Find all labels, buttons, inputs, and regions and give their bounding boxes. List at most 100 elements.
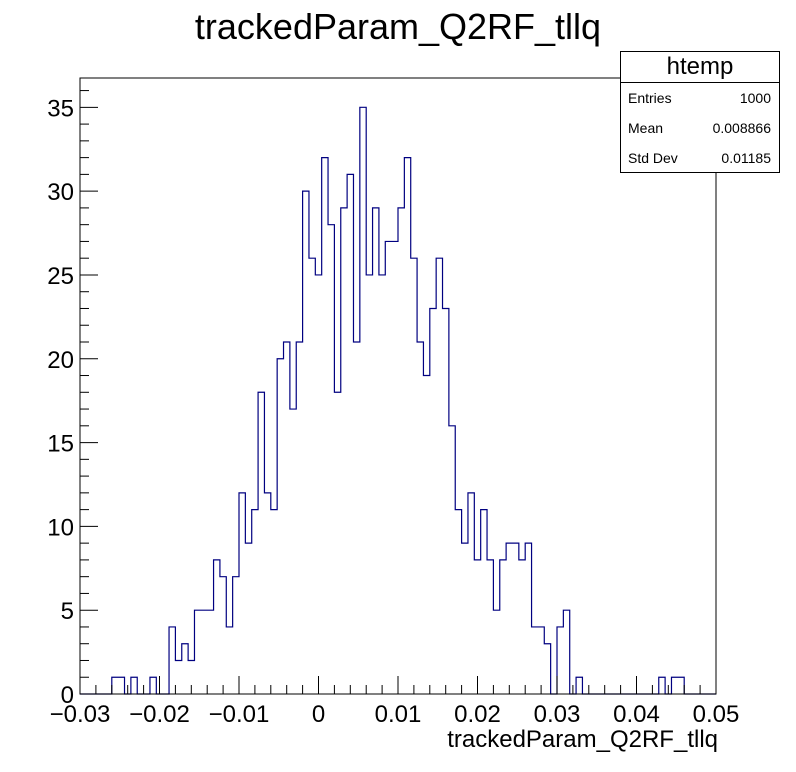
x-tick-label: −0.03 [50, 701, 111, 728]
histogram-bin [277, 359, 283, 694]
histogram-bin [659, 677, 665, 694]
histogram-bin [296, 342, 302, 694]
histogram-bin [436, 258, 442, 694]
histogram-bin [360, 107, 366, 694]
histogram-bin [398, 208, 404, 694]
histogram-bin [411, 258, 417, 694]
stats-row-std-dev: Std Dev 0.01185 [621, 143, 779, 173]
histogram-bin [538, 627, 544, 694]
y-tick-label: 15 [47, 431, 74, 458]
histogram-layer [80, 106, 716, 695]
histogram-bin [678, 677, 684, 694]
histogram-bin [506, 543, 512, 694]
histogram-bin [379, 275, 385, 694]
chart-title: trackedParam_Q2RF_tllq [194, 6, 602, 47]
histogram-bin [334, 392, 340, 694]
y-tick-label: 20 [47, 347, 74, 374]
stats-label: Mean [628, 120, 664, 136]
x-tick-label: 0.03 [534, 701, 581, 728]
histogram-bin [455, 510, 461, 694]
histogram-bin [430, 308, 436, 694]
histogram-bin [474, 560, 480, 694]
histogram-bin [118, 677, 124, 694]
stats-box-title: htemp [621, 52, 779, 83]
stats-row-entries: Entries 1000 [621, 83, 779, 113]
histogram-bin [214, 560, 220, 694]
stats-value: 0.01185 [721, 150, 771, 166]
histogram-bin [175, 660, 181, 694]
histogram-bin [544, 644, 550, 694]
histogram-bin [385, 241, 391, 694]
y-tick-label: 30 [47, 179, 74, 206]
histogram-bin [271, 510, 277, 694]
y-tick-label: 35 [47, 95, 74, 122]
histogram-bin [468, 493, 474, 694]
histogram-bin [220, 577, 226, 694]
histogram-bin [392, 241, 398, 694]
histogram-bin [417, 342, 423, 694]
histogram-bin [462, 543, 468, 694]
histogram-bin [207, 610, 213, 694]
stats-box: htemp Entries 1000 Mean 0.008866 Std Dev… [620, 51, 780, 173]
stats-label: Entries [628, 90, 672, 106]
x-tick-label: 0.02 [454, 701, 501, 728]
histogram-bin [194, 610, 200, 694]
histogram-bin [443, 308, 449, 694]
histogram-bin [226, 627, 232, 694]
histogram-bin [131, 677, 137, 694]
y-tick-label: 0 [61, 682, 74, 709]
x-tick-label: 0 [312, 701, 325, 728]
histogram-bin [315, 275, 321, 694]
histogram-bin [353, 342, 359, 694]
histogram-bin [519, 560, 525, 694]
histogram-bin [373, 208, 379, 694]
stats-label: Std Dev [628, 150, 678, 166]
histogram-bin [290, 409, 296, 694]
histogram-bin [258, 392, 264, 694]
histogram-bin [303, 191, 309, 694]
histogram-bin [487, 560, 493, 694]
histogram-bin [366, 275, 372, 694]
histogram-bin [264, 493, 270, 694]
histogram-bin [239, 493, 245, 694]
histogram-bin [449, 426, 455, 694]
histogram-bin [563, 610, 569, 694]
histogram-bin [671, 677, 677, 694]
histogram-bin [245, 543, 251, 694]
y-tick-label: 5 [61, 598, 74, 625]
histogram-bin [309, 258, 315, 694]
histogram-bin [169, 627, 175, 694]
x-tick-label: −0.02 [129, 701, 190, 728]
histogram-bin [481, 510, 487, 694]
histogram-bin [112, 677, 118, 694]
histogram-bin [150, 677, 156, 694]
x-tick-label: −0.01 [209, 701, 270, 728]
stats-value: 0.008866 [712, 120, 771, 136]
x-tick-label: 0.04 [613, 701, 660, 728]
stats-value: 1000 [739, 90, 771, 106]
y-tick-label: 10 [47, 514, 74, 541]
histogram-bin [182, 644, 188, 694]
histogram-bin [233, 577, 239, 694]
histogram-bin [322, 158, 328, 694]
y-tick-label: 25 [47, 263, 74, 290]
y-tick-layer: 0 5 10 15 20 25 30 35 [47, 90, 98, 709]
histogram-bin [252, 510, 258, 694]
histogram-bin [328, 225, 334, 694]
histogram-bin [404, 158, 410, 694]
histogram-outline [80, 106, 716, 695]
x-tick-label: 0.01 [375, 701, 422, 728]
histogram-bin [493, 610, 499, 694]
x-tick-layer: −0.03 −0.02 −0.01 0 0.01 0.02 0.03 0.04 0.05 [50, 676, 740, 728]
x-axis-label: trackedParam_Q2RF_tllq [447, 726, 718, 753]
histogram-bin [423, 376, 429, 694]
histogram-bin [525, 543, 531, 694]
histogram-bin [532, 627, 538, 694]
histogram-bin [512, 543, 518, 694]
histogram-bin [576, 677, 582, 694]
stats-row-mean: Mean 0.008866 [621, 113, 779, 143]
x-tick-label: 0.05 [693, 701, 740, 728]
histogram-bin [557, 627, 563, 694]
histogram-bin [284, 342, 290, 694]
